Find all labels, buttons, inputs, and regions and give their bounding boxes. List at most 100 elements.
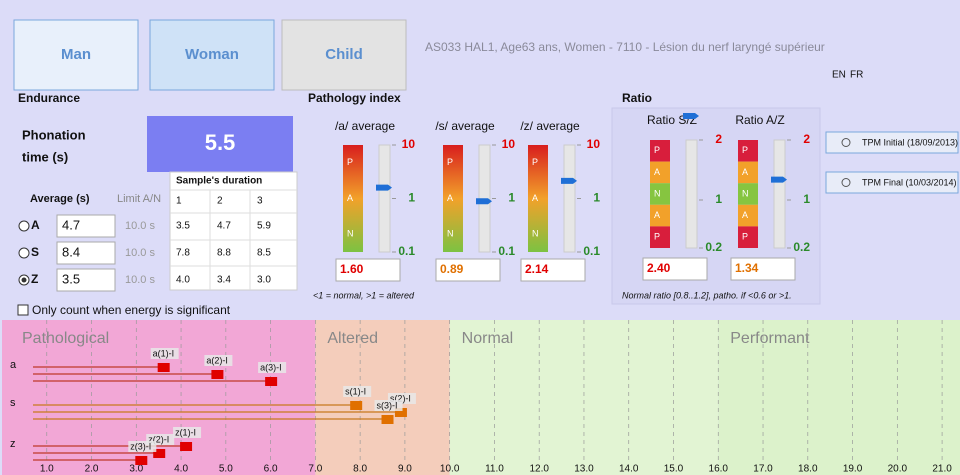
slider-thumb[interactable] [476,198,492,205]
marker[interactable] [157,363,170,372]
tpm-button[interactable] [825,131,959,154]
gauge-value: 1.34 [735,261,759,275]
marker-label: z(2)-I [148,434,169,444]
row-label: s [10,397,16,409]
marker[interactable] [135,456,148,465]
marker[interactable] [350,401,363,410]
marker-label: s(3)-I [377,400,398,410]
gauge-zone-label: P [742,232,748,242]
marker-label-bg [258,362,287,373]
tpm-button-label: TPM Initial (18/09/2013) [862,137,958,147]
lang-fr[interactable]: FR [850,70,863,81]
gender-button[interactable] [281,19,407,91]
radio-label: A [31,218,40,232]
checkbox[interactable] [17,304,29,316]
gauge-value: 2.14 [525,262,549,276]
x-tick-label: 6.0 [264,464,278,475]
marker[interactable] [180,442,193,451]
gauge-zone-label: P [447,157,453,167]
gauge-zone [650,161,670,184]
table-cell: 4.0 [176,275,190,286]
slider-thumb[interactable] [683,113,699,119]
x-tick-label: 3.0 [129,464,143,475]
marker-label-bg [387,393,416,404]
row-label: z [10,438,16,450]
x-tick-label: 4.0 [174,464,188,475]
slider-thumb[interactable] [561,177,577,184]
gender-button[interactable] [149,19,275,91]
gauge-tick-label: 2 [715,132,722,146]
note: Normal ratio [0.8..1.2], patho. if <0.6 … [622,290,792,300]
gauge-label: /a/ average [335,119,395,133]
gauge-zone [650,204,670,227]
tpm-icon [841,178,851,187]
marker-label-bg [343,386,372,397]
gauge-tick-label: 0.1 [398,244,415,258]
slider-thumb[interactable] [376,184,392,191]
gauge-zone [650,140,670,162]
gauge-zone [738,226,758,248]
table-cell: 3.4 [217,275,231,286]
x-tick-label: 11.0 [485,464,504,475]
marker[interactable] [394,408,407,417]
average-value: 4.7 [62,217,80,232]
samples-title: Sample's duration [176,176,262,187]
gauge-tick-label: 1 [715,192,722,206]
marker-label-bg [374,400,403,411]
gender-button-label: Child [325,46,363,63]
slider-track [563,144,576,253]
x-tick-label: 10.0 [440,464,460,475]
radio[interactable] [18,220,30,232]
radio[interactable] [18,247,30,259]
marker-label: a(3)-I [260,362,282,372]
gauge-zone-label: A [532,193,538,203]
lang-en[interactable]: EN [832,70,846,81]
gauge-zone-label: A [742,210,748,220]
limit-label: Limit A/N [117,193,161,205]
marker[interactable] [381,415,394,424]
gauge-zone [650,183,670,205]
gauge-zone-label: N [347,229,354,239]
limit-value: 10.0 s [125,220,155,232]
gauge-zone-label: A [654,167,660,177]
marker[interactable] [153,449,166,458]
table-cell: 4.7 [217,221,231,232]
tpm-icon [841,138,851,147]
table-cell: 5.9 [257,221,271,232]
value-box [335,258,401,282]
gauge-bar [343,145,363,252]
average-input[interactable] [56,214,116,238]
slider-track [685,139,698,249]
zone-label: Performant [730,330,810,347]
x-tick-label: 16.0 [709,464,729,475]
gauge-zone-label: P [654,232,660,242]
table-cell: 3.5 [176,221,190,232]
marker-label: a(2)-I [206,355,228,365]
gauge-zone [738,161,758,184]
gender-button[interactable] [13,19,139,91]
table-cell: 7.8 [176,248,190,259]
gauge-tick-label: 1 [408,191,415,205]
header-title: AS033 HAL1, Age63 ans, Women - 7110 - Lé… [425,40,825,54]
x-tick-label: 9.0 [398,464,412,475]
radio-label: Z [31,272,38,286]
table-cell: 8.5 [257,248,271,259]
checkbox-label: Only count when energy is significant [32,303,231,317]
marker[interactable] [211,370,224,379]
phonation-label: time (s) [22,149,68,164]
average-input[interactable] [56,268,116,292]
gauge-tick-label: 0.2 [705,240,722,254]
tpm-button[interactable] [825,171,959,194]
average-input[interactable] [56,241,116,265]
gender-button-label: Woman [185,46,239,63]
gauge-zone-label: N [447,229,454,239]
gauge-zone-label: N [654,188,661,198]
gauge-tick-label: 1 [508,191,515,205]
radio-label: S [31,245,39,259]
zone-label: Altered [327,330,378,347]
phonation-value: 5.5 [205,130,236,155]
zone [315,320,450,475]
marker[interactable] [265,377,278,386]
slider-thumb[interactable] [771,176,787,183]
